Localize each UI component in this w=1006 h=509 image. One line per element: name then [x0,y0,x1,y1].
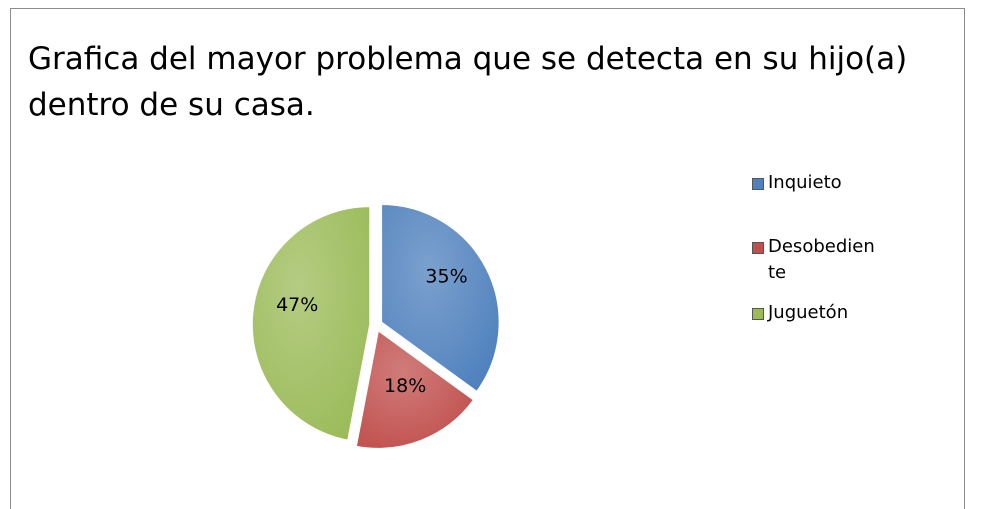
chart: 35% 18% 47% [251,203,501,450]
data-label: 47% [276,294,318,316]
chart-frame [10,8,965,509]
legend-item: Juguetón [752,300,880,326]
legend-swatch [752,242,764,254]
legend: Inquieto Desobediente Juguetón [752,170,892,326]
legend-swatch [752,308,764,320]
legend-label: Juguetón [768,302,849,323]
chart-title: Grafica del mayor problema que se detect… [28,41,908,123]
legend-swatch [752,178,764,190]
pie-slice [380,203,501,393]
pie-slice [355,329,475,450]
legend-label: Inquieto [768,172,842,193]
data-label: 18% [384,375,426,397]
legend-item: Desobediente [752,234,880,286]
page: {"chart_data": {"type": "pie", "title": … [10,8,965,509]
data-label: 35% [425,266,467,288]
pie-slice [251,205,371,442]
legend-label: Desobediente [768,236,875,283]
legend-item: Inquieto [752,170,880,196]
